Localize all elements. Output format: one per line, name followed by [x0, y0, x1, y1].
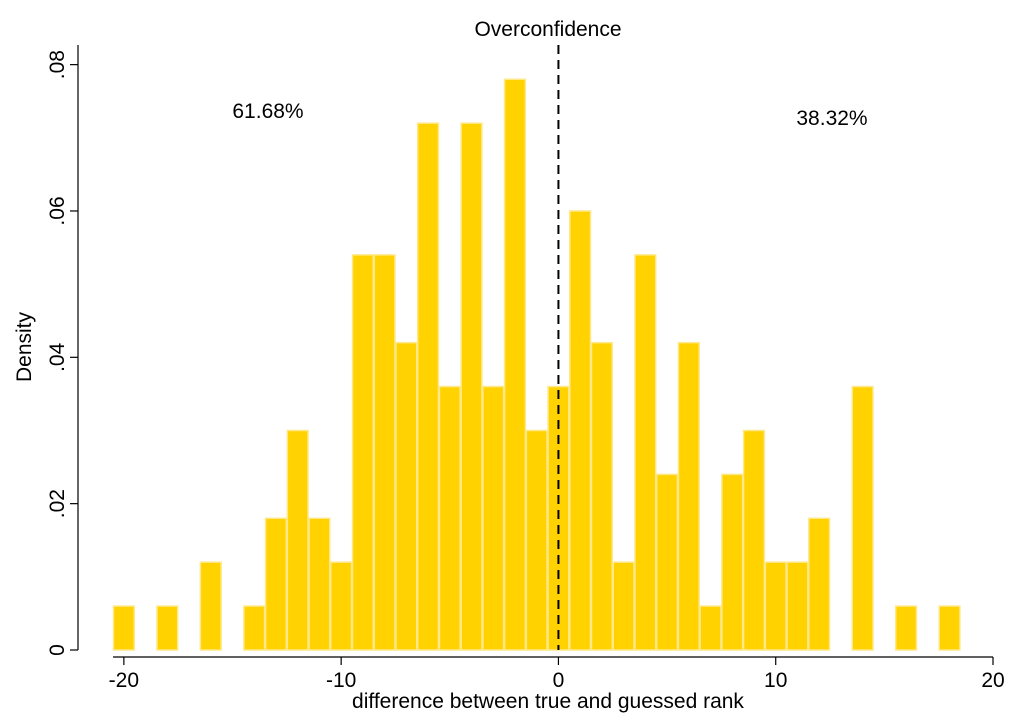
y-axis-label: Density [13, 311, 36, 382]
y-tick-label: .08 [46, 50, 69, 79]
bar [569, 210, 592, 651]
x-tick-label: 0 [553, 669, 565, 692]
x-tick-label: -10 [326, 669, 356, 692]
bar [156, 605, 179, 651]
y-tick-label: .04 [46, 342, 69, 372]
bar [612, 561, 635, 651]
annotation: 38.32% [796, 107, 867, 130]
y-tick-label: .06 [46, 196, 69, 225]
chart-title: Overconfidence [474, 18, 621, 41]
bar [503, 78, 527, 651]
y-tick-label: .02 [46, 489, 69, 518]
bar [851, 385, 874, 651]
bar [894, 605, 918, 651]
bar [199, 561, 222, 651]
bar [764, 561, 787, 651]
bar [590, 341, 614, 651]
bar [742, 429, 766, 651]
annotation: 61.68% [232, 100, 303, 123]
x-tick-label: 10 [764, 669, 787, 692]
bar [330, 561, 353, 651]
bar [634, 254, 657, 651]
bar [395, 341, 418, 651]
bar [438, 385, 461, 651]
y-tick-label: 0 [46, 644, 69, 656]
bar [786, 561, 809, 651]
bar [460, 122, 483, 651]
bar [112, 605, 135, 651]
bar [286, 429, 309, 651]
bar [351, 254, 374, 651]
x-tick-label: -20 [109, 669, 139, 692]
bar [373, 254, 396, 651]
bar [808, 517, 831, 651]
bar [308, 517, 331, 651]
bar [525, 429, 548, 651]
bar [416, 122, 440, 651]
bar [264, 517, 288, 651]
x-axis-label: difference between true and guessed rank [352, 690, 744, 713]
bar [721, 473, 744, 651]
bar [677, 341, 700, 651]
bar [655, 473, 679, 651]
x-tick-label: 20 [981, 669, 1004, 692]
bar [243, 605, 266, 651]
bar [699, 605, 722, 651]
bar [482, 385, 505, 651]
bar [938, 605, 961, 651]
